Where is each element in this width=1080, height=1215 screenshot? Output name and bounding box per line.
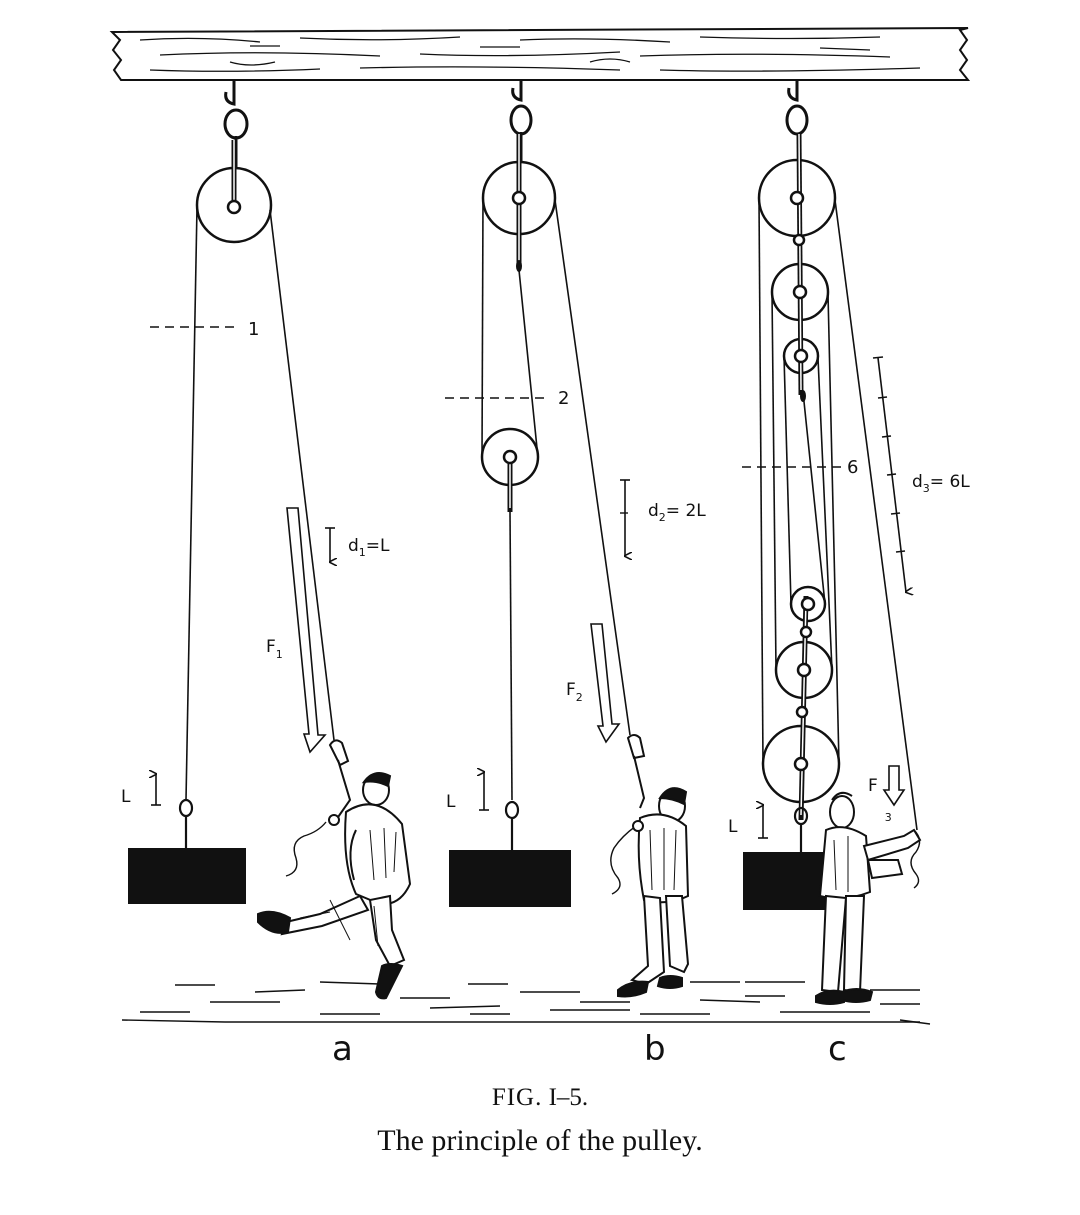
figure-prefix: FIG. xyxy=(491,1084,543,1111)
rope-c xyxy=(758,199,918,831)
distance-arrow-c xyxy=(872,356,906,592)
rope-a xyxy=(185,206,335,801)
segment-label-a: 1 xyxy=(248,319,259,340)
force-label-b: F2 xyxy=(566,680,583,704)
panel-b: 2 d2= 2L F2 L xyxy=(445,80,706,1069)
panel-letter-b: b xyxy=(644,1029,666,1069)
man-c xyxy=(815,791,922,1005)
figure-number: FIG. I–5. xyxy=(0,1084,1080,1112)
floor xyxy=(121,981,931,1025)
distance-arrow-b xyxy=(620,479,630,556)
man-a xyxy=(257,739,412,1000)
lift-arrow-c xyxy=(758,805,768,839)
figure-id: I–5. xyxy=(548,1084,589,1111)
force-label-c: F3 xyxy=(868,776,892,824)
segment-label-c: 6 xyxy=(847,457,858,478)
lift-label-c: L xyxy=(728,817,738,837)
force-label-a: F1 xyxy=(266,637,283,661)
panel-a: 1 d1=L F1 L xyxy=(121,80,412,1069)
weight-block-b xyxy=(449,850,571,907)
man-b xyxy=(610,734,690,998)
lift-arrow-b xyxy=(479,772,489,811)
force-arrow-a xyxy=(286,507,327,754)
force-arrow-b xyxy=(590,623,621,744)
force-arrow-c xyxy=(882,765,906,807)
ceiling-hook-c xyxy=(785,80,809,136)
segment-label-b: 2 xyxy=(558,388,569,409)
lift-label-a: L xyxy=(121,787,131,807)
panel-letter-c: c xyxy=(828,1029,847,1069)
distance-label-b: d2= 2L xyxy=(648,501,706,524)
lift-arrow-a xyxy=(151,774,161,806)
lift-label-b: L xyxy=(446,792,456,812)
panel-letter-a: a xyxy=(332,1029,353,1069)
ceiling-beam xyxy=(109,27,971,81)
rope-b xyxy=(481,197,631,801)
distance-label-a: d1=L xyxy=(348,536,390,559)
distance-arrow-a xyxy=(325,527,335,562)
figure-caption: The principle of the pulley. xyxy=(377,1124,703,1157)
panel-c: 6 d3= 6L F3 L xyxy=(728,80,970,1069)
weight-block-a xyxy=(128,848,246,904)
distance-label-c: d3= 6L xyxy=(912,472,970,495)
